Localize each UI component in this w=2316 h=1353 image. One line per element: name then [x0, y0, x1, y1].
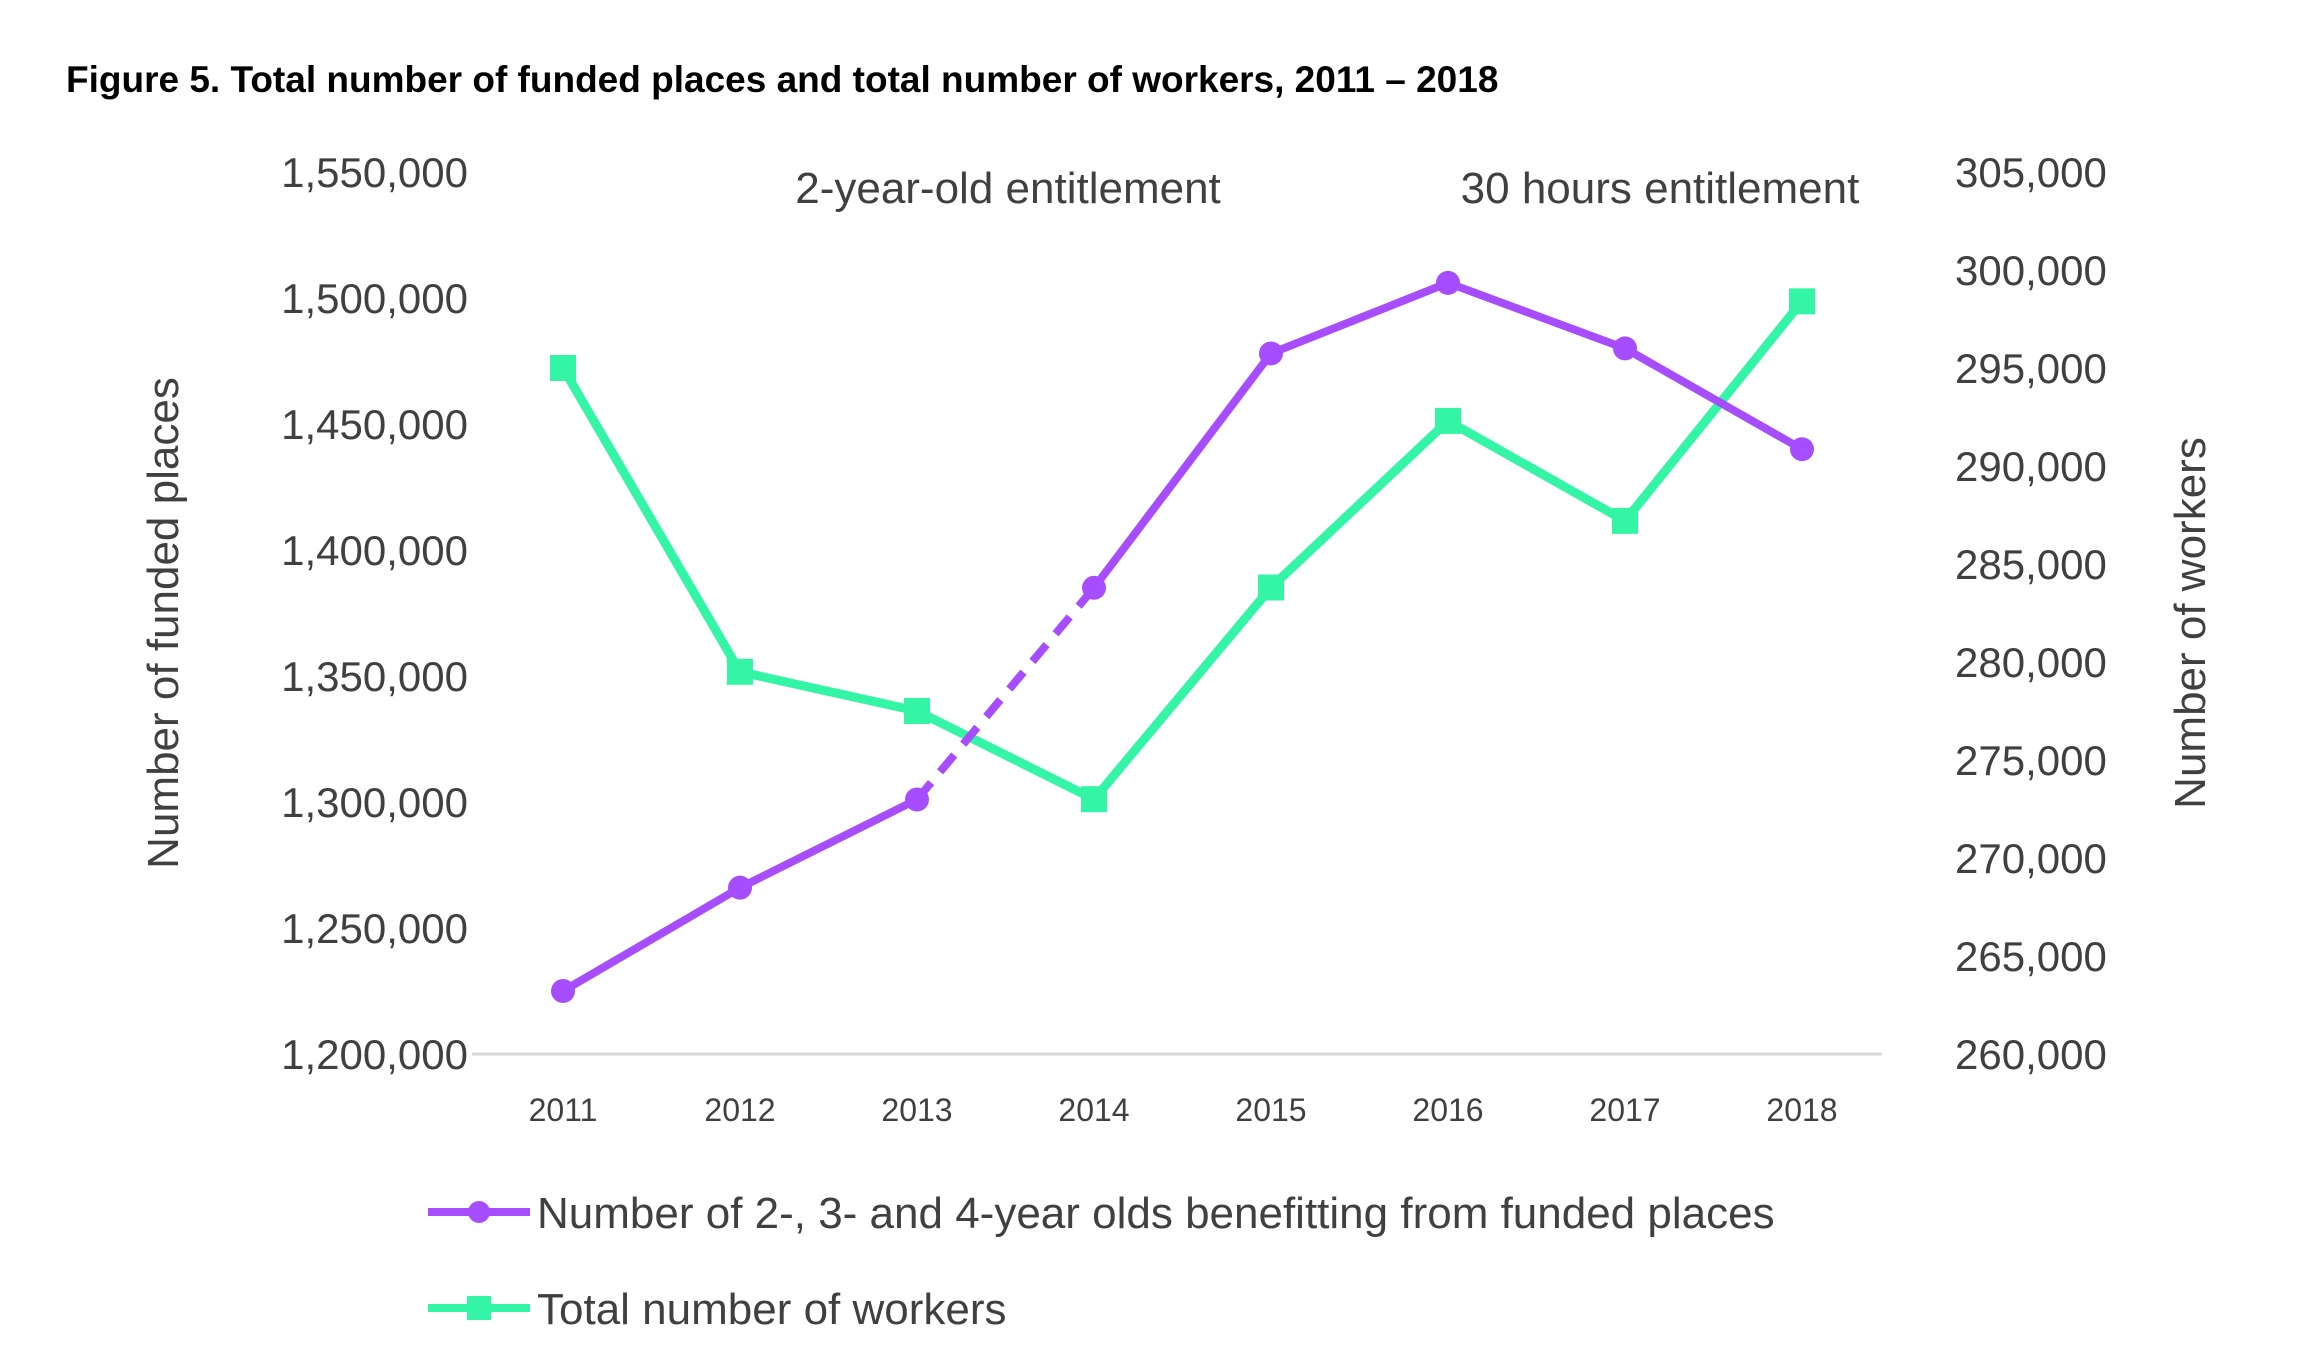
- y-left-tick-label: 1,400,000: [281, 527, 468, 574]
- series-layer: [550, 270, 1815, 1003]
- y-right-tick-label: 265,000: [1955, 933, 2107, 980]
- legend-marker-workers: [467, 1296, 491, 1320]
- y-right-tick-label: 290,000: [1955, 443, 2107, 490]
- x-axis-ticks: 2011 2012 2013 2014 2015 2016 2017 2018: [529, 1092, 1838, 1128]
- x-tick-label: 2014: [1058, 1092, 1129, 1128]
- legend-label-workers: Total number of workers: [537, 1285, 1007, 1334]
- y-left-tick-label: 1,550,000: [281, 149, 468, 196]
- data-point-places: [1082, 575, 1106, 600]
- y-right-tick-label: 300,000: [1955, 247, 2107, 294]
- x-tick-label: 2012: [704, 1092, 775, 1128]
- x-tick-label: 2015: [1235, 1092, 1306, 1128]
- y-left-tick-label: 1,500,000: [281, 275, 468, 322]
- legend-label-places: Number of 2-, 3- and 4-year olds benefit…: [537, 1189, 1775, 1238]
- data-point-workers: [1081, 786, 1107, 813]
- y-right-tick-label: 270,000: [1955, 835, 2107, 882]
- y-left-tick-label: 1,450,000: [281, 401, 468, 448]
- y-left-tick-label: 1,200,000: [281, 1031, 468, 1078]
- y-right-tick-label: 295,000: [1955, 345, 2107, 392]
- x-tick-label: 2018: [1766, 1092, 1837, 1128]
- annotation-2-year-old-entitlement: 2-year-old entitlement: [795, 164, 1221, 213]
- data-point-places: [551, 979, 575, 1003]
- x-tick-label: 2013: [881, 1092, 952, 1128]
- data-point-workers: [1612, 507, 1638, 534]
- y-right-tick-label: 260,000: [1955, 1031, 2107, 1078]
- legend-marker-places: [468, 1201, 490, 1223]
- y-right-tick-label: 280,000: [1955, 639, 2107, 686]
- y-left-tick-label: 1,350,000: [281, 653, 468, 700]
- data-point-workers: [1435, 407, 1461, 434]
- annotation-30-hours-entitlement: 30 hours entitlement: [1461, 164, 1860, 213]
- data-point-places: [1436, 270, 1460, 295]
- y-right-tick-label: 285,000: [1955, 541, 2107, 588]
- data-point-workers: [550, 355, 576, 381]
- legend: Number of 2-, 3- and 4-year olds benefit…: [428, 1189, 1775, 1334]
- data-point-workers: [727, 658, 753, 685]
- chart-title: Figure 5. Total number of funded places …: [66, 59, 1498, 100]
- x-tick-label: 2017: [1589, 1092, 1660, 1128]
- data-point-places: [1790, 437, 1814, 462]
- legend-item-workers: Total number of workers: [428, 1285, 1007, 1334]
- data-point-places: [728, 875, 752, 900]
- y-right-tick-label: 305,000: [1955, 149, 2107, 196]
- data-point-workers: [1789, 288, 1815, 315]
- y-left-tick-label: 1,300,000: [281, 779, 468, 826]
- y-axis-left-ticks: 1,200,000 1,250,000 1,300,000 1,350,000 1,40…: [281, 149, 468, 1078]
- y-left-tick-label: 1,250,000: [281, 905, 468, 952]
- series-line-places-dashed: [913, 585, 1098, 803]
- y-right-tick-label: 275,000: [1955, 737, 2107, 784]
- y-axis-left-title: Number of funded places: [139, 377, 188, 869]
- y-axis-right-title: Number of workers: [2166, 437, 2215, 809]
- data-point-workers: [904, 698, 930, 724]
- legend-item-places: Number of 2-, 3- and 4-year olds benefit…: [428, 1189, 1775, 1238]
- data-point-places: [905, 787, 929, 812]
- data-point-places: [1259, 341, 1283, 366]
- data-point-workers: [1258, 574, 1284, 601]
- x-tick-label: 2016: [1412, 1092, 1483, 1128]
- data-point-places: [1613, 336, 1637, 361]
- series-line-workers: [559, 298, 1806, 804]
- x-tick-label: 2011: [529, 1092, 598, 1128]
- y-axis-right-ticks: 260,000 265,000 270,000 275,000 280,000 285,0…: [1955, 149, 2107, 1078]
